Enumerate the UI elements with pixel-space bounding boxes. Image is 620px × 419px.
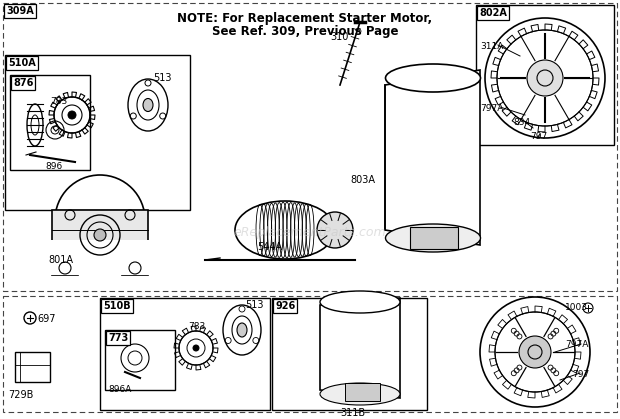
Bar — [10, 75, 90, 170]
Bar — [272, 298, 427, 410]
Text: 896: 896 — [45, 162, 62, 171]
Circle shape — [68, 111, 76, 119]
Text: 797A: 797A — [480, 104, 503, 113]
Circle shape — [129, 262, 141, 274]
Bar — [100, 298, 270, 410]
Text: 697: 697 — [37, 314, 56, 324]
Text: 926: 926 — [275, 301, 295, 311]
Text: 797: 797 — [530, 132, 547, 141]
Ellipse shape — [386, 64, 480, 92]
Ellipse shape — [320, 383, 400, 405]
Text: 803A: 803A — [350, 175, 375, 185]
Circle shape — [59, 262, 71, 274]
Bar — [410, 227, 458, 249]
Circle shape — [519, 336, 551, 368]
Text: 802A: 802A — [479, 8, 507, 18]
Bar — [15, 352, 50, 382]
Text: 311A: 311A — [480, 42, 503, 51]
Text: 310: 310 — [330, 32, 348, 42]
Text: 1003: 1003 — [565, 303, 588, 312]
Text: 801A: 801A — [48, 255, 73, 265]
Text: See Ref. 309, Previous Page: See Ref. 309, Previous Page — [212, 25, 398, 38]
Text: 783: 783 — [50, 97, 67, 106]
Bar — [345, 383, 380, 401]
Text: eReplacementParts.com: eReplacementParts.com — [234, 225, 386, 238]
Circle shape — [527, 60, 563, 96]
Text: 513: 513 — [153, 73, 172, 83]
Text: 896A: 896A — [108, 385, 131, 394]
Text: 513: 513 — [245, 300, 264, 310]
Text: 797: 797 — [572, 370, 589, 379]
Polygon shape — [52, 210, 148, 275]
Polygon shape — [385, 70, 480, 245]
Bar — [50, 240, 150, 275]
Text: 510B: 510B — [103, 301, 131, 311]
Text: 309A: 309A — [6, 6, 33, 16]
Bar — [105, 330, 175, 390]
Bar — [476, 5, 614, 145]
Text: 876: 876 — [13, 78, 33, 88]
Text: 544A: 544A — [257, 242, 282, 252]
Text: 773: 773 — [108, 333, 128, 343]
Ellipse shape — [143, 98, 153, 111]
Circle shape — [193, 345, 199, 351]
Bar — [3, 296, 617, 412]
Polygon shape — [320, 298, 400, 398]
Circle shape — [94, 229, 106, 241]
Ellipse shape — [386, 224, 480, 252]
Text: 834: 834 — [513, 118, 530, 127]
Circle shape — [317, 212, 353, 248]
Text: NOTE: For Replacement Starter Motor,: NOTE: For Replacement Starter Motor, — [177, 12, 433, 25]
Text: 783: 783 — [188, 322, 205, 331]
Ellipse shape — [320, 291, 400, 313]
Ellipse shape — [237, 323, 247, 337]
Text: 311B: 311B — [340, 408, 365, 418]
Bar — [3, 3, 617, 291]
Bar — [5, 55, 190, 210]
Text: 510A: 510A — [8, 58, 36, 68]
Text: 797A: 797A — [565, 340, 588, 349]
Text: 729B: 729B — [8, 390, 33, 400]
